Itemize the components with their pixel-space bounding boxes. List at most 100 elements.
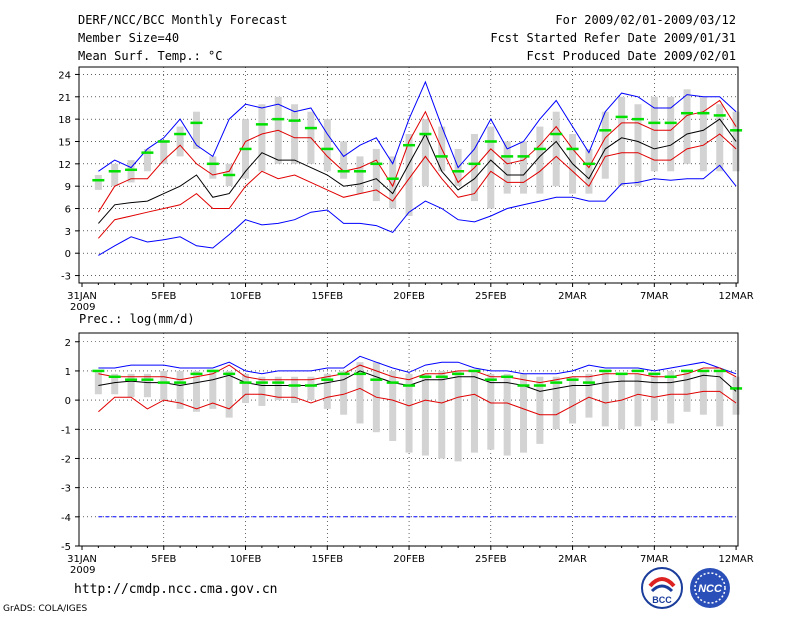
spread-bar <box>94 370 102 395</box>
series-upper-line <box>98 364 737 384</box>
spread-bar <box>487 373 495 450</box>
x-tick-label: 15FEB <box>311 291 343 302</box>
spread-bar <box>438 370 446 459</box>
spread-bar <box>307 376 315 401</box>
spread-bar <box>520 141 528 194</box>
y-tick-label: 12 <box>58 160 71 171</box>
spread-bar <box>503 373 511 456</box>
spread-bar <box>192 111 200 149</box>
spread-bar <box>372 148 380 202</box>
x-year-label: 2009 <box>70 565 95 576</box>
spread-bar <box>258 104 266 172</box>
spread-bar <box>274 376 282 401</box>
x-tick-label: 20FEB <box>393 291 425 302</box>
member-size-label: Member Size=40 <box>78 31 180 45</box>
spread-bar <box>258 376 266 406</box>
forecast-period-label: For 2009/02/01-2009/03/12 <box>555 13 736 27</box>
spread-bar <box>618 96 626 187</box>
spread-bar <box>552 111 560 187</box>
spread-bar <box>242 373 250 404</box>
x-tick-label: 5FEB <box>151 554 176 565</box>
spread-bar <box>291 104 299 164</box>
spread-bar <box>127 160 135 183</box>
y-tick-label: -4 <box>61 513 71 524</box>
series-lower-line <box>98 387 737 416</box>
spread-bar <box>601 111 609 179</box>
y-tick-label: 24 <box>58 70 71 81</box>
x-tick-label: 25FEB <box>475 291 507 302</box>
source-url[interactable]: http://cmdp.ncc.cma.gov.cn <box>74 582 278 597</box>
spread-bar <box>716 370 724 427</box>
chart-title: DERF/NCC/BCC Monthly Forecast <box>78 13 288 27</box>
plot-frame <box>78 332 739 547</box>
spread-bar <box>716 104 724 172</box>
y-tick-label: 21 <box>58 93 71 104</box>
spread-bar <box>421 119 429 187</box>
x-tick-label: 2MAR <box>558 554 587 565</box>
spread-bar <box>160 370 168 401</box>
spread-bar <box>650 96 658 172</box>
x-tick-label: 12MAR <box>719 554 754 565</box>
y-tick-label: 1 <box>65 367 71 378</box>
spread-bar <box>389 370 397 441</box>
y-tick-label: -2 <box>61 454 71 465</box>
y-tick-label: -3 <box>61 272 71 283</box>
spread-bar <box>487 126 495 209</box>
x-tick-label: 31JAN <box>67 291 97 302</box>
spread-bar <box>356 156 364 194</box>
x-tick-label: 31JAN <box>67 554 97 565</box>
series-mean-line <box>98 118 737 224</box>
series-max-line <box>98 80 737 172</box>
spread-bar <box>421 373 429 456</box>
spread-bar <box>225 370 233 418</box>
spread-bar <box>209 370 217 409</box>
spread-bar <box>176 370 184 409</box>
y-tick-label: -1 <box>61 425 71 436</box>
x-tick-label: 7MAR <box>640 291 669 302</box>
x-tick-label: 5FEB <box>151 291 176 302</box>
spread-bar <box>111 163 119 187</box>
forecast-started-label: Fcst Started Refer Date 2009/01/31 <box>490 31 736 45</box>
bcc-logo-icon: BCC <box>641 567 683 609</box>
spread-bar <box>405 373 413 453</box>
ncc-logo-text: NCC <box>698 583 723 595</box>
precipitation-panel: -5 -4 -3 -2 -1 0 1 2 31JAN 5FEB 10FEB 15FEB 20FEB 25F… <box>61 312 754 576</box>
grads-credit: GrADS: COLA/IGES <box>3 604 88 614</box>
precip-title: Prec.: log(mm/d) <box>79 312 195 326</box>
spread-bar <box>699 370 707 415</box>
y-tick-label: -5 <box>61 542 71 553</box>
spread-bar <box>356 362 364 424</box>
variable-label: Mean Surf. Temp.: °C <box>78 49 223 63</box>
y-tick-label: 6 <box>65 205 71 216</box>
series-upper-line <box>97 99 737 213</box>
spread-bar <box>340 370 348 415</box>
plot-frame <box>78 66 739 284</box>
x-tick-label: 15FEB <box>311 554 343 565</box>
spread-bar <box>389 156 397 209</box>
spread-bar <box>94 175 102 190</box>
spread-bar <box>634 373 642 427</box>
x-tick-label: 12MAR <box>719 291 754 302</box>
spread-bar <box>634 104 642 187</box>
series-lower-line <box>98 133 737 239</box>
spread-bar <box>618 373 626 430</box>
spread-bar <box>340 141 348 179</box>
spread-bar <box>127 373 135 398</box>
spread-bar <box>176 126 184 157</box>
y-tick-label: 0 <box>65 396 71 407</box>
spread-bar <box>143 373 151 398</box>
spread-bar <box>209 156 217 179</box>
spread-bar <box>585 373 593 418</box>
spread-bar <box>503 141 511 194</box>
bcc-logo-text: BCC <box>652 595 672 605</box>
series-max-line <box>98 355 737 375</box>
y-tick-label: -3 <box>61 484 71 495</box>
x-tick-label: 10FEB <box>230 291 262 302</box>
forecast-produced-label: Fcst Produced Date 2009/02/01 <box>526 49 736 63</box>
series-min-line <box>98 164 737 256</box>
spread-bar <box>667 370 675 424</box>
spread-bar <box>323 119 331 172</box>
y-tick-label: 0 <box>65 249 71 260</box>
spread-bar <box>569 376 577 424</box>
ncc-logo-icon: NCC <box>690 568 730 608</box>
